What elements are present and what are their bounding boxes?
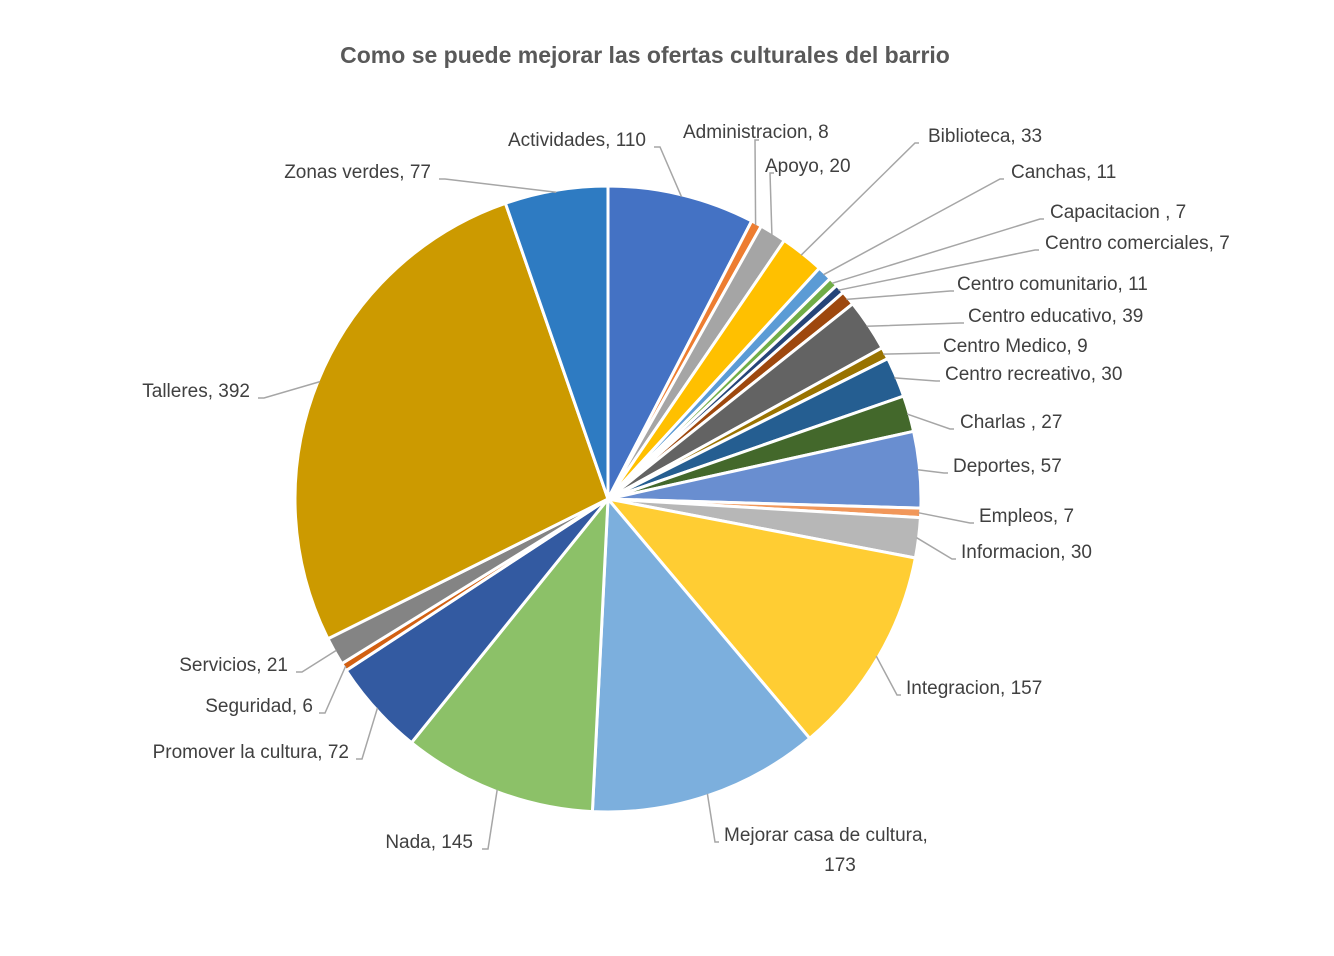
- leader-line-integracion: [875, 655, 901, 696]
- leader-line-administracion: [754, 139, 759, 226]
- data-label-seguridad: Seguridad, 6: [205, 696, 313, 717]
- leader-line-centro-medico: [883, 352, 940, 355]
- data-label-administracion: Administracion, 8: [683, 122, 829, 143]
- leader-line-capacitacion: [831, 218, 1044, 285]
- data-label-biblioteca: Biblioteca, 33: [928, 126, 1042, 147]
- leader-line-centro-comunitario: [846, 290, 954, 301]
- leader-line-centro-comerciales: [838, 249, 1039, 291]
- data-labels-layer: Actividades, 110 Administracion, 8 Apoyo, …: [142, 122, 1230, 876]
- data-label-empleos: Empleos, 7: [979, 506, 1074, 527]
- data-label-deportes: Deportes, 57: [953, 456, 1062, 477]
- data-label-centro-recreativo: Centro recreativo, 30: [945, 364, 1122, 385]
- leader-line-deportes: [917, 468, 948, 474]
- leader-line-charlas: [906, 413, 954, 430]
- leader-line-seguridad: [319, 665, 347, 714]
- slices-layer: [293, 184, 923, 814]
- leader-line-canchas: [823, 178, 1004, 276]
- leader-line-zonas-verdes: [439, 178, 557, 194]
- leader-line-servicios: [296, 649, 337, 673]
- pie-slice-actividades: [606, 184, 754, 501]
- leader-line-actividades: [654, 146, 683, 198]
- leader-line-promover-la-cultura: [356, 707, 379, 760]
- data-label-capacitacion: Capacitacion , 7: [1050, 202, 1186, 223]
- data-label-centro-comunitario: Centro comunitario, 11: [957, 274, 1148, 295]
- pie-slice-talleres: [293, 201, 610, 641]
- leader-line-biblioteca: [800, 142, 919, 256]
- data-label-centro-educativo: Centro educativo, 39: [968, 306, 1143, 327]
- leader-line-nada: [482, 789, 498, 850]
- data-label-talleres: Talleres, 392: [142, 381, 250, 402]
- data-label-canchas: Canchas, 11: [1011, 162, 1116, 183]
- leader-line-mejorar-casa-de-cultura: [706, 793, 719, 843]
- pie-slice-zonas-verdes: [503, 184, 610, 501]
- data-label-mejorar-casa-de-cultura: Mejorar casa de cultura, 173: [724, 825, 928, 876]
- data-label-apoyo: Apoyo, 20: [765, 156, 851, 177]
- data-label-zonas-verdes: Zonas verdes, 77: [284, 162, 431, 183]
- chart-title: Como se puede mejorar las ofertas cultur…: [340, 42, 950, 68]
- data-label-centro-medico: Centro Medico, 9: [943, 336, 1088, 357]
- leader-line-apoyo: [769, 172, 774, 235]
- data-label-integracion: Integracion, 157: [906, 678, 1042, 699]
- data-label-informacion: Informacion, 30: [961, 542, 1092, 563]
- data-label-centro-comerciales: Centro comerciales, 7: [1045, 233, 1230, 254]
- leader-line-informacion: [916, 537, 956, 560]
- data-label-promover-la-cultura: Promover la cultura, 72: [153, 742, 349, 763]
- data-label-nada: Nada, 145: [385, 832, 473, 853]
- leader-line-empleos: [918, 512, 974, 524]
- leader-line-centro-educativo: [866, 322, 964, 328]
- leader-line-centro-recreativo: [894, 377, 940, 382]
- leader-lines-layer: [258, 139, 1044, 850]
- data-label-charlas: Charlas , 27: [960, 412, 1062, 433]
- pie-slice-integracion: [606, 497, 917, 740]
- data-label-servicios: Servicios, 21: [179, 655, 288, 676]
- leader-line-talleres: [258, 380, 321, 399]
- data-label-actividades: Actividades, 110: [508, 130, 646, 151]
